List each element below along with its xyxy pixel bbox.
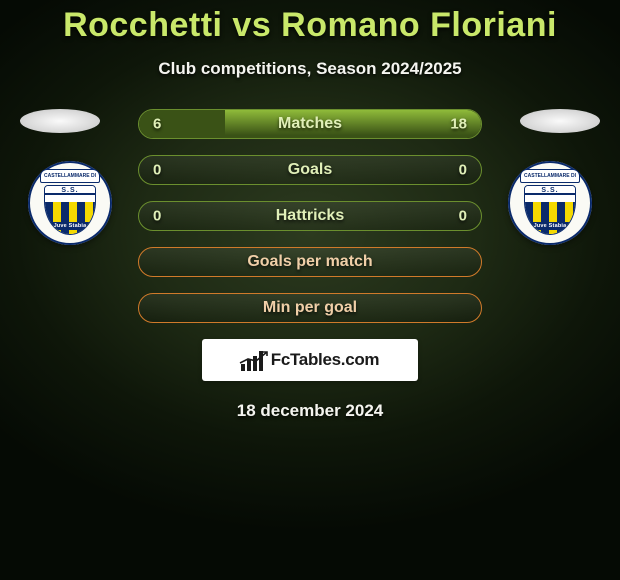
stat-bar: Min per goal [138,293,482,323]
crest-stripes: Juve Stabia [45,202,95,234]
stat-label: Goals per match [247,253,372,271]
stat-bars: 6 18 Matches 0 0 Goals 0 0 Hattricks Goals per ma… [138,109,482,323]
stat-label: Matches [278,115,342,133]
crest-graphic: CASTELLAMMARE DI STABIA S.S. Juve Stabia [520,169,580,237]
stat-bar: Goals per match [138,247,482,277]
stat-value-right: 0 [459,208,467,225]
crest-ss-text: S.S. [45,187,95,194]
subtitle: Club competitions, Season 2024/2025 [0,59,620,79]
stat-value-right: 18 [450,116,467,133]
stat-value-left: 0 [153,208,161,225]
player-left-crest: CASTELLAMMARE DI STABIA S.S. Juve Stabia [28,161,112,245]
stat-bar: 6 18 Matches [138,109,482,139]
crest-name-band: Juve Stabia [45,222,95,230]
content-root: Rocchetti vs Romano Floriani Club compet… [0,0,620,580]
trend-line-icon [239,351,269,365]
stat-value-right: 0 [459,162,467,179]
stat-fill-right [225,110,482,138]
compare-area: CASTELLAMMARE DI STABIA S.S. Juve Stabia… [0,109,620,323]
crest-ss-text: S.S. [525,187,575,194]
crest-shield: S.S. Juve Stabia [524,185,576,235]
stat-label: Goals [288,161,332,179]
chart-icon [241,349,267,371]
stat-fill-left [139,110,225,138]
stat-value-left: 6 [153,116,161,133]
stat-value-left: 0 [153,162,161,179]
page-title: Rocchetti vs Romano Floriani [0,6,620,45]
crest-top-stripe: S.S. [45,186,95,202]
source-label: FcTables.com [271,350,380,370]
crest-ribbon: CASTELLAMMARE DI STABIA [520,169,580,183]
crest-ribbon: CASTELLAMMARE DI STABIA [40,169,100,183]
player-right-ellipse [520,109,600,133]
crest-stripes: Juve Stabia [525,202,575,234]
source-attribution: FcTables.com [202,339,418,381]
stat-bar: 0 0 Hattricks [138,201,482,231]
crest-shield: S.S. Juve Stabia [44,185,96,235]
crest-graphic: CASTELLAMMARE DI STABIA S.S. Juve Stabia [40,169,100,237]
date-label: 18 december 2024 [0,401,620,421]
stat-label: Min per goal [263,299,357,317]
player-right-crest: CASTELLAMMARE DI STABIA S.S. Juve Stabia [508,161,592,245]
stat-label: Hattricks [276,207,344,225]
crest-name-band: Juve Stabia [525,222,575,230]
stat-bar: 0 0 Goals [138,155,482,185]
player-left-ellipse [20,109,100,133]
crest-top-stripe: S.S. [525,186,575,202]
